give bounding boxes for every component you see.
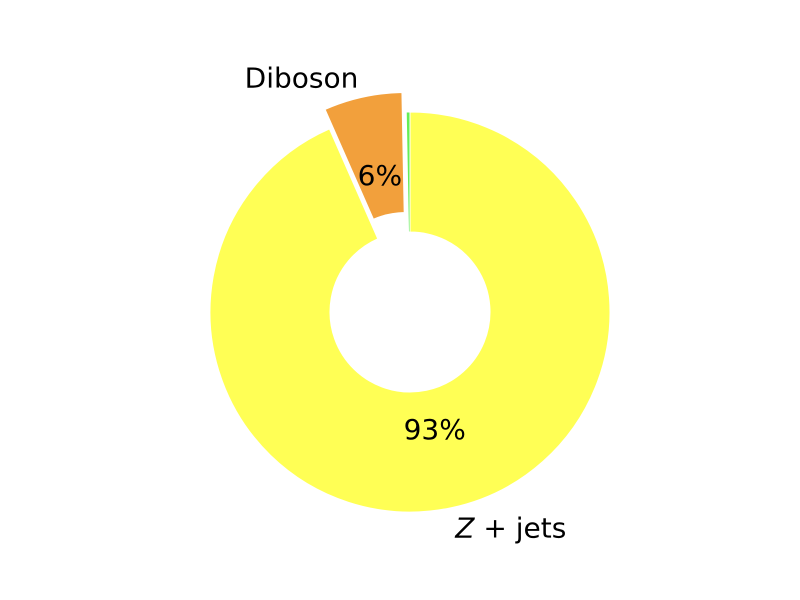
- slice-2: [405, 111, 411, 233]
- slice-0-percent-label: 93%: [404, 413, 466, 446]
- slice-0-label-variable: Z: [454, 511, 475, 544]
- slice-1-category-label: Diboson: [245, 61, 359, 94]
- slice-1-label-text: Diboson: [245, 61, 359, 94]
- slice-0-label-text: + jets: [474, 511, 566, 544]
- slice-1-percent-label: 6%: [358, 159, 402, 192]
- labels-group: 93% Z + jets 6% Diboson: [245, 61, 567, 544]
- slice-1: [324, 91, 405, 220]
- slice-0-category-label: Z + jets: [454, 511, 566, 544]
- slice-0: [209, 111, 611, 513]
- slices-group: [209, 91, 611, 513]
